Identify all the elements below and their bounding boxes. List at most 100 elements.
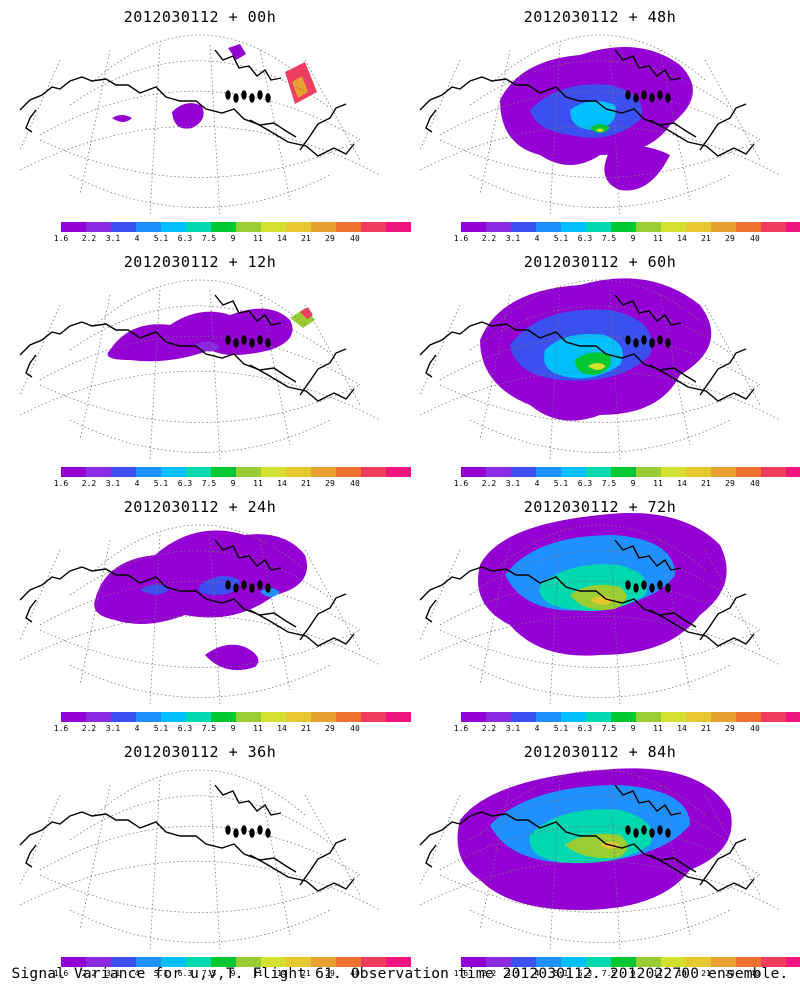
signal-variance-region xyxy=(195,341,220,352)
polar-map xyxy=(419,513,781,706)
colorbar xyxy=(61,467,411,477)
polar-map xyxy=(19,279,381,461)
colorbar-swatch xyxy=(736,712,761,722)
colorbar-tick-label: 3.1 xyxy=(105,234,121,243)
colorbar-tick-label: 3.1 xyxy=(505,479,521,488)
colorbar-tick-label: 9 xyxy=(630,479,636,488)
colorbar-tick-label: 1.6 xyxy=(453,479,469,488)
colorbar-swatch xyxy=(311,467,336,477)
colorbar-swatch xyxy=(586,222,611,232)
colorbar-swatch xyxy=(611,222,636,232)
signal-variance-region xyxy=(199,576,240,595)
colorbar-swatch xyxy=(611,957,636,967)
colorbar-tick-label: 14 xyxy=(677,234,687,243)
colorbar-swatch xyxy=(261,222,286,232)
colorbar-tick-label: 40 xyxy=(350,969,360,978)
colorbar-tick-label: 14 xyxy=(277,969,287,978)
colorbar-swatch xyxy=(311,222,336,232)
colorbar-swatch xyxy=(211,957,236,967)
colorbar-tick-label: 5.1 xyxy=(153,969,169,978)
colorbar xyxy=(61,222,411,232)
colorbar-tick-labels: 1.6 2.2 3.1 4 5.1 6.3 7.5 9 11 14 21 29 40 xyxy=(454,234,775,246)
colorbar-tick-label: 3.1 xyxy=(505,969,521,978)
colorbar-swatch xyxy=(286,467,311,477)
colorbar-tick-label: 21 xyxy=(701,724,711,733)
polar-map xyxy=(19,524,381,706)
colorbar-swatch xyxy=(686,712,711,722)
colorbar-swatch xyxy=(386,957,411,967)
colorbar-tick-label: 29 xyxy=(325,969,335,978)
colorbar-swatch xyxy=(511,467,536,477)
colorbar-tick-label: 9 xyxy=(230,969,236,978)
colorbar-swatch xyxy=(336,222,361,232)
colorbar-tick-label: 5.1 xyxy=(153,479,169,488)
colorbar-swatch xyxy=(386,222,411,232)
colorbar-swatch xyxy=(111,467,136,477)
colorbar-swatch xyxy=(236,712,261,722)
colorbar-tick-label: 1.6 xyxy=(453,724,469,733)
colorbar-swatch xyxy=(361,467,386,477)
colorbar-tick-label: 21 xyxy=(301,234,311,243)
colorbar-tick-label: 11 xyxy=(253,479,263,488)
coastline xyxy=(419,49,755,157)
colorbar-tick-label: 4 xyxy=(534,234,540,243)
colorbar-swatch xyxy=(236,467,261,477)
colorbar-swatch xyxy=(461,712,486,722)
colorbar-tick-label: 3.1 xyxy=(105,969,121,978)
panel-title: 2012030112 + 00h xyxy=(123,8,277,26)
colorbar-swatch xyxy=(761,712,786,722)
colorbar-tick-label: 4 xyxy=(134,724,140,733)
colorbar-tick-label: 14 xyxy=(677,969,687,978)
signal-variance-region xyxy=(107,308,293,362)
polar-map xyxy=(419,278,781,461)
colorbar-tick-label: 9 xyxy=(230,479,236,488)
colorbar-swatch xyxy=(736,957,761,967)
colorbar-swatch xyxy=(186,467,211,477)
colorbar-tick-label: 29 xyxy=(325,234,335,243)
colorbar-swatch xyxy=(286,222,311,232)
colorbar-tick-label: 29 xyxy=(325,479,335,488)
colorbar-swatch xyxy=(86,222,111,232)
colorbar-swatch xyxy=(461,957,486,967)
colorbar-tick-label: 1.6 xyxy=(53,479,69,488)
colorbar-swatch xyxy=(286,957,311,967)
colorbar-swatch xyxy=(161,957,186,967)
colorbar-tick-label: 7.5 xyxy=(201,234,217,243)
colorbar-tick-label: 11 xyxy=(653,234,663,243)
colorbar-tick-label: 6.3 xyxy=(577,234,593,243)
colorbar-tick-label: 29 xyxy=(725,234,735,243)
colorbar-swatch xyxy=(686,957,711,967)
colorbar-tick-label: 29 xyxy=(725,479,735,488)
colorbar-swatch xyxy=(361,222,386,232)
colorbar-swatch xyxy=(261,467,286,477)
colorbar-tick-label: 21 xyxy=(301,969,311,978)
colorbar-swatch xyxy=(611,712,636,722)
colorbar-tick-label: 11 xyxy=(253,969,263,978)
coastline xyxy=(419,539,755,647)
colorbar-tick-label: 1.6 xyxy=(53,234,69,243)
colorbar-tick-label: 6.3 xyxy=(577,969,593,978)
polar-map xyxy=(19,769,381,951)
colorbar-swatch xyxy=(736,467,761,477)
coastline xyxy=(19,539,355,647)
colorbar-tick-label: 14 xyxy=(277,724,287,733)
colorbar-swatch xyxy=(711,222,736,232)
colorbar-tick-label: 21 xyxy=(301,479,311,488)
panel-title: 2012030112 + 84h xyxy=(523,743,677,761)
colorbar-swatch xyxy=(761,957,786,967)
colorbar-swatch xyxy=(236,957,261,967)
colorbar-swatch xyxy=(186,222,211,232)
colorbar-tick-label: 40 xyxy=(750,479,760,488)
forecast-panel: 2012030112 + 00h 1.6 2.2 3.1 4 5.1 6.3 7.5 9 11 14… xyxy=(0,0,411,245)
colorbar-tick-label: 3.1 xyxy=(505,724,521,733)
signal-variance-region xyxy=(172,103,204,129)
colorbar-tick-label: 21 xyxy=(301,724,311,733)
colorbar-swatch xyxy=(336,957,361,967)
colorbar-tick-label: 4 xyxy=(134,969,140,978)
colorbar-swatch xyxy=(136,222,161,232)
colorbar xyxy=(61,712,411,722)
colorbar-swatch xyxy=(786,712,800,722)
colorbar-swatch xyxy=(561,957,586,967)
colorbar-swatch xyxy=(786,222,800,232)
polar-map xyxy=(419,768,781,951)
